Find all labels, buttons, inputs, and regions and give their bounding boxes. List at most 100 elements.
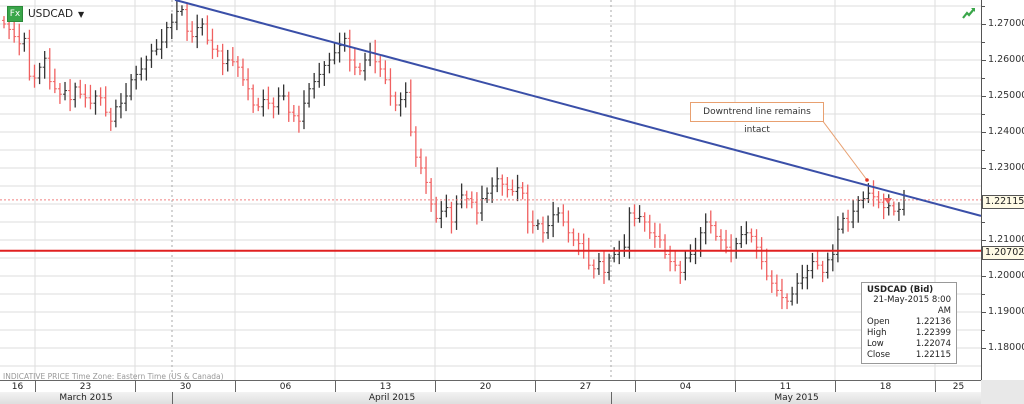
y-tick-label: 1.24000 [988, 126, 1024, 137]
ohlc-bar [373, 39, 378, 74]
ohlc-bar [383, 60, 388, 85]
ohlc-bar [215, 44, 220, 58]
ohlc-bar [724, 229, 729, 254]
current-bar-marker [884, 198, 892, 204]
ohlc-bar [540, 216, 545, 243]
downtrend-line [174, 0, 982, 217]
ohlc-bar [103, 86, 108, 117]
ohlc-bar [368, 42, 373, 67]
chart-overlays [0, 0, 982, 252]
tooltip-row-high: High 1.22399 [867, 328, 951, 338]
ohlc-bar [93, 90, 98, 115]
ohlc-bar [27, 29, 32, 81]
ohlc-bar [861, 191, 866, 209]
ohlc-bar [220, 43, 225, 76]
ohlc-bar [622, 234, 627, 257]
ohlc-bar [154, 39, 159, 56]
ohlc-bar [871, 180, 876, 207]
ohlc-bar [474, 192, 479, 225]
ohlc-bar [596, 252, 601, 275]
ohlc-bar [749, 228, 754, 243]
fx-badge-icon: Fx [7, 6, 23, 22]
ohlc-bar [129, 74, 134, 101]
ohlc-bar [434, 196, 439, 223]
ohlc-bar [347, 29, 352, 72]
ohlc-bar [891, 201, 896, 216]
ohlc-bar [617, 240, 622, 265]
tooltip-row-low: Low 1.22074 [867, 339, 951, 349]
ohlc-bar [12, 19, 17, 43]
ohlc-bar [678, 260, 683, 284]
ohlc-bar [698, 227, 703, 257]
ohlc-bar [764, 248, 769, 281]
date-tick: 23 [35, 381, 135, 393]
ohlc-bar [429, 178, 434, 212]
ohlc-bar [149, 43, 154, 68]
ohlc-bar [551, 201, 556, 238]
date-tick: 04 [635, 381, 735, 393]
ohlc-bar [805, 264, 810, 290]
symbol-selector[interactable]: Fx USDCAD ▼ [7, 6, 84, 22]
ohlc-bar [713, 221, 718, 241]
ohlc-bar [118, 93, 123, 119]
support-price-tag: 1.20702 [982, 246, 1024, 260]
ohlc-bar [510, 179, 515, 196]
ohlc-bar [88, 84, 93, 110]
ohlc-bar [754, 229, 759, 259]
ohlc-bar [17, 23, 22, 56]
ohlc-bar [357, 62, 362, 76]
month-axis[interactable]: March 2015 April 2015 May 2015 [0, 392, 981, 404]
ohlc-bar [230, 47, 235, 67]
ohlc-bar [835, 216, 840, 263]
annotation-callout[interactable]: Downtrend line remains intact [690, 102, 824, 135]
tooltip-row-close: Close 1.22115 [867, 350, 951, 360]
ohlc-bar [327, 52, 332, 74]
tooltip-title: USDCAD (Bid) [867, 285, 934, 295]
ohlc-bar [291, 105, 296, 122]
ohlc-bar [337, 32, 342, 63]
trend-up-icon[interactable] [962, 7, 976, 19]
month-label: May 2015 [611, 392, 981, 404]
ohlc-bar [439, 201, 444, 229]
ohlc-bar [657, 223, 662, 248]
ohlc-bar [57, 83, 62, 104]
ohlc-bar [246, 68, 251, 101]
ohlc-bar [393, 91, 398, 112]
ohlc-bar [820, 260, 825, 283]
ohlc-bar [830, 244, 835, 272]
ohlc-bar [840, 212, 845, 234]
month-label: April 2015 [172, 392, 611, 404]
ohlc-bar [718, 229, 723, 250]
ohlc-bar [556, 207, 561, 223]
ohlc-bar [378, 56, 383, 77]
ohlc-bar [683, 250, 688, 281]
dropdown-caret-icon: ▼ [78, 9, 85, 19]
ohlc-bar [637, 205, 642, 223]
ohlc-bar [352, 48, 357, 76]
ohlc-bar [281, 84, 286, 101]
ohlc-bar [261, 89, 266, 117]
ohlc-bar [42, 51, 47, 79]
ohlc-bar [602, 250, 606, 284]
y-tick-label: 1.25000 [988, 90, 1024, 101]
ohlc-bar [607, 253, 612, 281]
ohlc-bar [566, 210, 571, 243]
ohlc-bar [195, 14, 200, 49]
ohlc-bar [464, 190, 469, 209]
ohlc-bar [881, 193, 886, 220]
ohlc-bar [825, 252, 830, 279]
grid-lines [0, 0, 981, 380]
month-label: March 2015 [59, 393, 113, 403]
ohlc-bar [810, 252, 815, 279]
ohlc-bar [576, 232, 581, 256]
ohlc-bar [632, 204, 637, 227]
ohlc-bar [642, 212, 647, 232]
ohlc-bar [235, 56, 240, 77]
ohlc-bar [571, 228, 576, 247]
y-tick-label: 1.21000 [988, 234, 1024, 245]
ohlc-bar [139, 57, 144, 81]
ohlc-bar [744, 221, 749, 245]
ohlc-bar [581, 233, 586, 259]
